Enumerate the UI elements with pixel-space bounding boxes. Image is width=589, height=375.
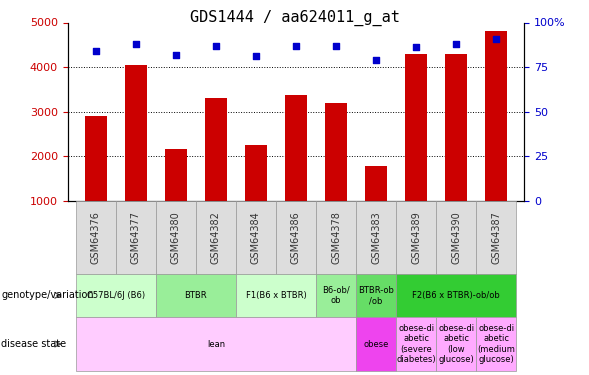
Bar	[485, 32, 507, 245]
Bar	[165, 149, 187, 245]
Text: F2(B6 x BTBR)-ob/ob: F2(B6 x BTBR)-ob/ob	[412, 291, 500, 300]
Text: GSM64384: GSM64384	[251, 211, 261, 264]
Point	[451, 41, 461, 47]
Bar	[285, 94, 307, 245]
Text: BTBR: BTBR	[184, 291, 207, 300]
Point	[371, 57, 380, 63]
Point	[131, 41, 141, 47]
Bar	[365, 166, 387, 245]
Bar	[205, 98, 227, 245]
Text: GSM64390: GSM64390	[451, 211, 461, 264]
Text: GSM64377: GSM64377	[131, 211, 141, 264]
Point	[292, 43, 301, 49]
Point	[91, 48, 101, 54]
Text: GDS1444 / aa624011_g_at: GDS1444 / aa624011_g_at	[190, 9, 399, 26]
Text: obese: obese	[363, 340, 389, 349]
Bar	[445, 54, 467, 245]
Point	[171, 52, 181, 58]
Text: GSM64378: GSM64378	[331, 211, 341, 264]
Text: obese-di
abetic
(low
glucose): obese-di abetic (low glucose)	[438, 324, 474, 364]
Text: BTBR-ob
/ob: BTBR-ob /ob	[358, 286, 394, 305]
Text: GSM64380: GSM64380	[171, 211, 181, 264]
Text: disease state: disease state	[1, 339, 67, 349]
Point	[331, 43, 340, 49]
Bar	[85, 116, 107, 245]
Text: GSM64376: GSM64376	[91, 211, 101, 264]
Text: GSM64387: GSM64387	[491, 211, 501, 264]
Text: genotype/variation: genotype/variation	[1, 290, 94, 300]
Text: obese-di
abetic
(severe
diabetes): obese-di abetic (severe diabetes)	[396, 324, 436, 364]
Point	[211, 43, 221, 49]
Text: lean: lean	[207, 340, 225, 349]
Bar	[245, 145, 267, 245]
Text: obese-di
abetic
(medium
glucose): obese-di abetic (medium glucose)	[477, 324, 515, 364]
Text: C57BL/6J (B6): C57BL/6J (B6)	[87, 291, 145, 300]
Text: GSM64389: GSM64389	[411, 211, 421, 264]
Point	[491, 36, 501, 42]
Text: GSM64386: GSM64386	[291, 211, 301, 264]
Bar	[125, 65, 147, 245]
Text: GSM64383: GSM64383	[371, 211, 381, 264]
Bar	[405, 54, 427, 245]
Text: F1(B6 x BTBR): F1(B6 x BTBR)	[246, 291, 306, 300]
Point	[252, 53, 261, 59]
Text: GSM64382: GSM64382	[211, 211, 221, 264]
Bar	[325, 103, 347, 245]
Text: B6-ob/
ob: B6-ob/ ob	[322, 286, 350, 305]
Point	[411, 45, 421, 51]
